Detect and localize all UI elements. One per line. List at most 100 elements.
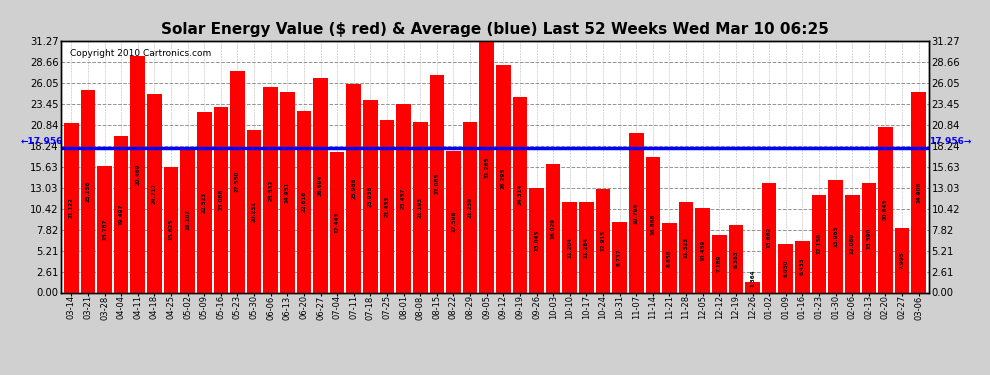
Text: 24.717: 24.717 [151, 183, 157, 204]
Text: 12.080: 12.080 [849, 234, 854, 255]
Text: 15.625: 15.625 [168, 219, 173, 240]
Text: 19.497: 19.497 [119, 204, 124, 225]
Bar [861, 183, 876, 292]
Text: 21.193: 21.193 [418, 197, 423, 218]
Text: 6.433: 6.433 [800, 258, 805, 276]
Bar [662, 223, 677, 292]
Bar [330, 152, 345, 292]
Bar [479, 41, 494, 292]
Bar [795, 241, 810, 292]
Text: 31.265: 31.265 [484, 156, 489, 177]
Text: 25.986: 25.986 [351, 177, 356, 199]
Text: 23.938: 23.938 [368, 186, 373, 207]
Bar [163, 167, 178, 292]
Text: 20.251: 20.251 [251, 201, 256, 222]
Text: 10.459: 10.459 [700, 240, 705, 261]
Bar [513, 97, 528, 292]
Text: 12.130: 12.130 [817, 233, 822, 254]
Text: 13.965: 13.965 [833, 226, 839, 247]
Bar [679, 201, 693, 292]
Text: 22.523: 22.523 [202, 192, 207, 213]
Text: 29.469: 29.469 [136, 164, 141, 185]
Text: 23.088: 23.088 [219, 189, 224, 210]
Text: 27.550: 27.550 [235, 171, 240, 192]
Text: 21.453: 21.453 [384, 196, 389, 217]
Bar [413, 122, 428, 292]
Bar [396, 104, 411, 292]
Bar [844, 195, 859, 292]
Bar [214, 107, 228, 292]
Text: ←17.956: ←17.956 [21, 137, 63, 146]
Text: 13.662: 13.662 [766, 227, 771, 248]
Text: 13.045: 13.045 [534, 230, 539, 251]
Bar [363, 100, 378, 292]
Bar [114, 136, 129, 292]
Bar [247, 130, 261, 292]
Text: 18.107: 18.107 [185, 209, 190, 230]
Bar [297, 111, 311, 292]
Bar [64, 123, 78, 292]
Bar [562, 202, 577, 292]
Bar [313, 78, 328, 292]
Text: 1.364: 1.364 [750, 270, 755, 287]
Text: 8.737: 8.737 [617, 249, 622, 266]
Text: 11.323: 11.323 [683, 237, 689, 258]
Text: 22.616: 22.616 [301, 191, 307, 212]
Text: 26.694: 26.694 [318, 175, 323, 196]
Bar [812, 195, 827, 292]
Bar [380, 120, 394, 292]
Bar [745, 282, 759, 292]
Text: 13.590: 13.590 [866, 227, 871, 249]
Bar [762, 183, 776, 292]
Bar [895, 228, 910, 292]
Text: 8.383: 8.383 [734, 250, 739, 268]
Text: 7.189: 7.189 [717, 255, 722, 272]
Bar [645, 157, 660, 292]
Bar [180, 147, 195, 292]
Text: 17.443: 17.443 [335, 212, 340, 233]
Title: Solar Energy Value ($ red) & Average (blue) Last 52 Weeks Wed Mar 10 06:25: Solar Energy Value ($ red) & Average (bl… [161, 22, 829, 37]
Bar [912, 92, 926, 292]
Text: 20.643: 20.643 [883, 199, 888, 220]
Text: 11.204: 11.204 [567, 237, 572, 258]
Bar [80, 90, 95, 292]
Bar [131, 56, 146, 292]
Bar [462, 122, 477, 292]
Bar [430, 75, 445, 292]
Bar [579, 202, 594, 292]
Bar [197, 111, 212, 292]
Text: 16.868: 16.868 [650, 214, 655, 236]
Bar [496, 65, 511, 292]
Bar [231, 71, 245, 292]
Text: 12.915: 12.915 [601, 230, 606, 251]
Text: 24.906: 24.906 [916, 182, 921, 203]
Bar [778, 244, 793, 292]
Text: 19.794: 19.794 [634, 202, 639, 223]
Text: 27.085: 27.085 [435, 173, 440, 194]
Bar [829, 180, 842, 292]
Text: 23.457: 23.457 [401, 188, 406, 209]
Text: 24.951: 24.951 [285, 182, 290, 203]
Bar [530, 188, 544, 292]
Text: 17.598: 17.598 [451, 211, 456, 232]
Bar [545, 164, 560, 292]
Text: 17.956→: 17.956→ [929, 137, 971, 146]
Text: 15.787: 15.787 [102, 218, 107, 240]
Text: 11.284: 11.284 [584, 237, 589, 258]
Text: 8.658: 8.658 [667, 249, 672, 267]
Bar [148, 94, 161, 292]
Bar [596, 189, 610, 292]
Bar [712, 235, 727, 292]
Text: 28.295: 28.295 [501, 168, 506, 189]
Bar [97, 166, 112, 292]
Text: 7.995: 7.995 [900, 252, 905, 269]
Text: 16.029: 16.029 [550, 217, 555, 238]
Bar [280, 92, 295, 292]
Text: 21.122: 21.122 [69, 197, 74, 218]
Bar [695, 209, 710, 292]
Text: 25.156: 25.156 [85, 181, 90, 202]
Bar [629, 134, 644, 292]
Text: 25.532: 25.532 [268, 179, 273, 201]
Text: 24.314: 24.314 [518, 184, 523, 206]
Text: 6.030: 6.030 [783, 260, 788, 277]
